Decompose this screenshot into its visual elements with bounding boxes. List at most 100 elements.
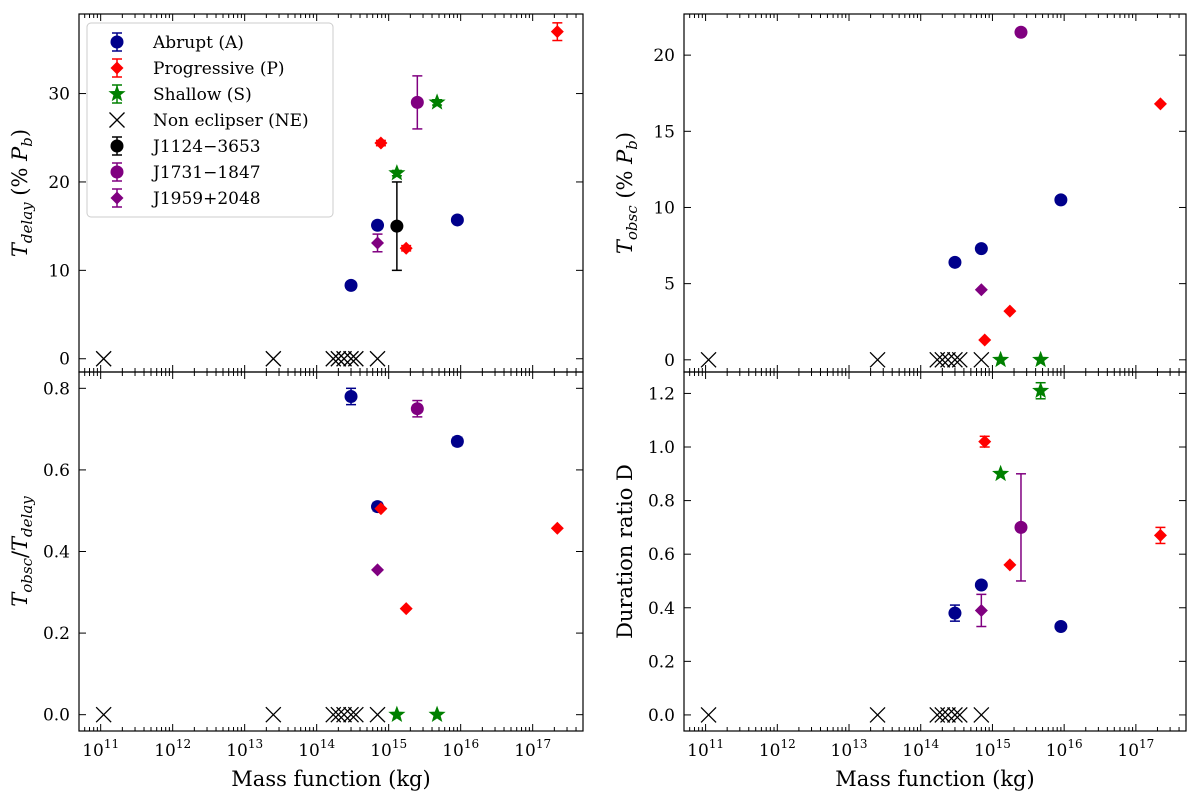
- x-axis-label: Mass function (kg): [231, 767, 430, 791]
- panel-bottom-right: 0.0 0.2 0.4 0.6 0.8 1.0 1.2 1011 1012 1013 1014 101…: [613, 371, 1187, 791]
- data-point-non_eclipser: [330, 706, 347, 723]
- data-point-abrupt: [344, 278, 358, 292]
- y-tick-label: 0.4: [648, 599, 675, 619]
- data-point-non_eclipser: [934, 706, 951, 723]
- data-point-abrupt: [371, 218, 385, 232]
- y-tick-label: 30: [48, 85, 70, 105]
- data-point-non_eclipser: [940, 351, 956, 368]
- legend-marker-non_eclipser: [109, 112, 125, 128]
- data-point-abrupt: [974, 242, 988, 256]
- data-point-shallow: [388, 164, 406, 181]
- data-point-J1959: [371, 563, 385, 577]
- x-tick-label: 1017: [514, 737, 551, 761]
- data-point-non_eclipser: [343, 706, 359, 723]
- data-point-non_eclipser: [336, 706, 353, 723]
- data-point-non_eclipser: [869, 351, 886, 368]
- x-tick-label: 1016: [1046, 737, 1083, 761]
- data-point-non_eclipser: [265, 706, 282, 723]
- legend-label-abrupt: Abrupt (A): [152, 33, 244, 53]
- series-J1731: [410, 399, 424, 418]
- data-point-non_eclipser: [343, 350, 359, 367]
- legend: Abrupt (A) Progressive (P) Shallow (S) Non …: [86, 22, 334, 218]
- y-tick-label: 0.0: [648, 706, 675, 726]
- data-point-J1959: [371, 236, 385, 250]
- data-point-non_eclipser: [946, 706, 963, 723]
- series-shallow: [388, 93, 446, 181]
- y-tick-label: 1.0: [648, 438, 675, 458]
- series-abrupt: [344, 387, 464, 514]
- data-point-shallow: [428, 705, 446, 722]
- y-tick-label: 20: [653, 46, 675, 66]
- legend-marker-shallow: [108, 85, 126, 102]
- x-tick-label: 1011: [687, 737, 724, 761]
- legend-marker-J1124: [110, 139, 124, 153]
- data-point-abrupt: [1054, 620, 1068, 634]
- y-tick-label: 0: [664, 351, 675, 371]
- y-tick-label: 0: [59, 350, 70, 370]
- data-point-non_eclipser: [940, 706, 956, 723]
- legend-label-J1959: J1959+2048: [151, 189, 261, 209]
- data-point-J1731: [410, 402, 424, 416]
- x-tick-label: 1011: [82, 737, 119, 761]
- data-point-shallow: [992, 350, 1010, 368]
- data-point-J1731: [1014, 520, 1028, 534]
- data-point-progressive: [978, 435, 992, 449]
- series-non_eclipser: [95, 706, 386, 723]
- x-axis-label: Mass function (kg): [835, 767, 1034, 791]
- data-point-shallow: [388, 705, 406, 722]
- y-tick-label: 0.6: [648, 545, 675, 565]
- series-J1731: [1014, 473, 1028, 582]
- y-tick-label: 1.2: [648, 384, 675, 404]
- series-progressive: [978, 435, 1167, 572]
- x-tick-label: 1012: [759, 737, 796, 761]
- series-progressive: [374, 22, 564, 255]
- legend-label-J1731: J1731−1847: [151, 163, 261, 183]
- data-point-non_eclipser: [951, 351, 968, 368]
- y-tick-label: 0.8: [648, 492, 675, 512]
- data-point-non_eclipser: [973, 706, 990, 723]
- data-point-abrupt: [1054, 193, 1068, 207]
- series-J1731: [410, 75, 424, 130]
- series-progressive: [374, 502, 564, 616]
- legend-box: [86, 22, 334, 218]
- y-tick-label: 0.4: [43, 543, 70, 563]
- series-abrupt: [948, 578, 1068, 634]
- data-point-progressive: [374, 136, 388, 150]
- data-point-abrupt: [344, 389, 358, 403]
- series-progressive: [978, 97, 1167, 347]
- data-point-non_eclipser: [369, 350, 386, 367]
- panel-bottom-left: 0.0 0.2 0.4 0.6 0.8 1011 1012 1013 1014 1015 1016 1…: [8, 371, 584, 791]
- x-tick-label: 1014: [902, 737, 939, 761]
- data-point-shallow: [1032, 381, 1050, 399]
- series-shallow: [992, 381, 1050, 482]
- legend-marker-progressive: [110, 61, 124, 75]
- plot-frame: [683, 13, 1187, 373]
- data-point-progressive: [399, 602, 413, 616]
- series-shallow: [388, 705, 446, 722]
- y-axis-label: Duration ratio D: [613, 464, 637, 639]
- data-point-progressive: [1153, 97, 1167, 111]
- data-point-progressive: [1003, 304, 1017, 318]
- series-abrupt: [344, 213, 464, 292]
- data-point-non_eclipser: [869, 706, 886, 723]
- x-tick-label: 1016: [442, 737, 479, 761]
- data-point-abrupt: [974, 578, 988, 592]
- data-point-progressive: [374, 502, 388, 516]
- y-tick-label: 20: [48, 173, 70, 193]
- series-abrupt: [948, 193, 1068, 269]
- legend-marker-J1731: [110, 165, 124, 179]
- series-J1731: [1014, 25, 1028, 39]
- series-non_eclipser: [700, 706, 990, 723]
- panel-top-right: 0 5 10 15 20 Tobsc (% Pb): [613, 13, 1187, 373]
- series-non_eclipser: [95, 350, 386, 367]
- data-point-J1731: [410, 95, 424, 109]
- data-point-non_eclipser: [95, 706, 112, 723]
- y-tick-label: 0.2: [648, 652, 675, 672]
- legend-label-shallow: Shallow (S): [153, 85, 252, 105]
- series-J1959: [371, 563, 385, 577]
- data-point-non_eclipser: [951, 706, 968, 723]
- data-point-non_eclipser: [347, 706, 364, 723]
- x-tick-label: 1012: [154, 737, 191, 761]
- data-point-progressive: [1003, 558, 1017, 572]
